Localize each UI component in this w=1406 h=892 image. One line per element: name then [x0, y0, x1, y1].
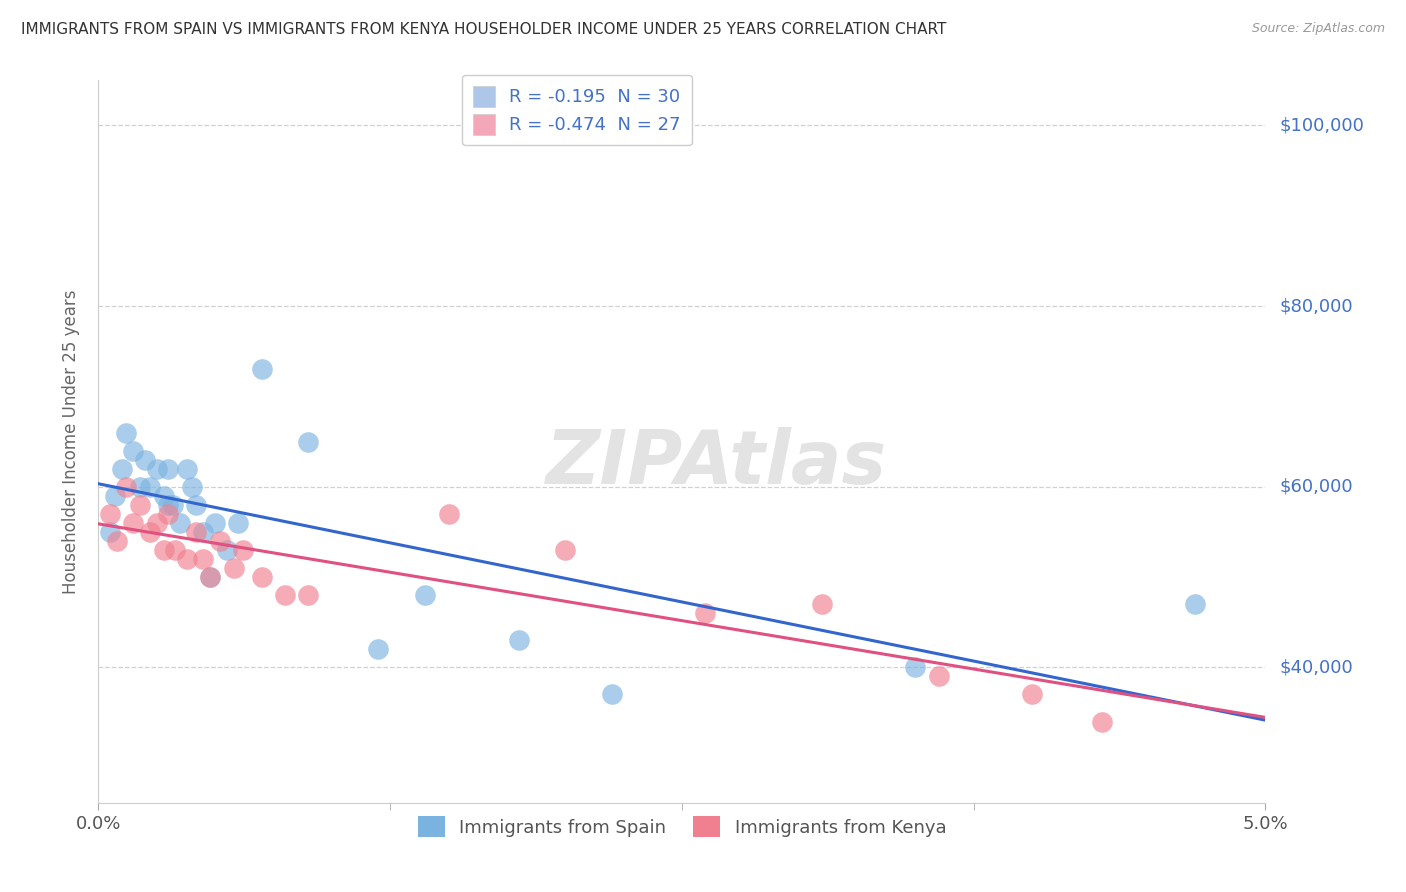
Point: [104, 489, 127, 503]
Point: [297, 434, 319, 449]
Point: [157, 498, 180, 512]
Y-axis label: Householder Income Under 25 years: Householder Income Under 25 years: [62, 289, 80, 594]
Point: [222, 561, 245, 575]
Point: [146, 516, 169, 530]
Point: [1021, 687, 1043, 701]
Point: [122, 516, 145, 530]
Point: [139, 524, 162, 539]
Point: [208, 533, 231, 548]
Point: [129, 480, 152, 494]
Point: [115, 425, 138, 440]
Point: [157, 461, 180, 475]
Point: [105, 533, 128, 548]
Point: [904, 660, 927, 674]
Point: [139, 480, 162, 494]
Point: [811, 597, 834, 611]
Point: [928, 669, 950, 683]
Point: [122, 443, 145, 458]
Point: [157, 507, 180, 521]
Point: [176, 461, 198, 475]
Point: [111, 461, 134, 475]
Point: [600, 687, 623, 701]
Point: [232, 542, 254, 557]
Point: [169, 516, 191, 530]
Point: [367, 642, 389, 657]
Point: [193, 524, 215, 539]
Text: $100,000: $100,000: [1279, 117, 1364, 135]
Point: [413, 588, 436, 602]
Point: [180, 480, 202, 494]
Point: [250, 570, 273, 584]
Point: [152, 542, 174, 557]
Point: [134, 452, 156, 467]
Point: [186, 498, 208, 512]
Text: $80,000: $80,000: [1279, 297, 1353, 315]
Point: [215, 542, 238, 557]
Text: Source: ZipAtlas.com: Source: ZipAtlas.com: [1251, 22, 1385, 36]
Point: [98, 507, 121, 521]
Point: [1091, 714, 1114, 729]
Text: ZIPAtlas: ZIPAtlas: [547, 426, 887, 500]
Point: [152, 489, 174, 503]
Point: [165, 542, 187, 557]
Point: [250, 362, 273, 376]
Point: [204, 516, 226, 530]
Point: [200, 570, 222, 584]
Point: [162, 498, 184, 512]
Point: [1184, 597, 1206, 611]
Point: [228, 516, 250, 530]
Text: IMMIGRANTS FROM SPAIN VS IMMIGRANTS FROM KENYA HOUSEHOLDER INCOME UNDER 25 YEARS: IMMIGRANTS FROM SPAIN VS IMMIGRANTS FROM…: [21, 22, 946, 37]
Point: [115, 480, 138, 494]
Point: [437, 507, 460, 521]
Point: [554, 542, 576, 557]
Point: [98, 524, 121, 539]
Point: [186, 524, 208, 539]
Point: [146, 461, 169, 475]
Legend: Immigrants from Spain, Immigrants from Kenya: Immigrants from Spain, Immigrants from K…: [411, 809, 953, 845]
Text: $60,000: $60,000: [1279, 478, 1353, 496]
Point: [193, 552, 215, 566]
Point: [695, 606, 717, 620]
Point: [508, 633, 530, 648]
Text: $40,000: $40,000: [1279, 658, 1353, 676]
Point: [297, 588, 319, 602]
Point: [274, 588, 297, 602]
Point: [129, 498, 152, 512]
Point: [200, 570, 222, 584]
Point: [176, 552, 198, 566]
